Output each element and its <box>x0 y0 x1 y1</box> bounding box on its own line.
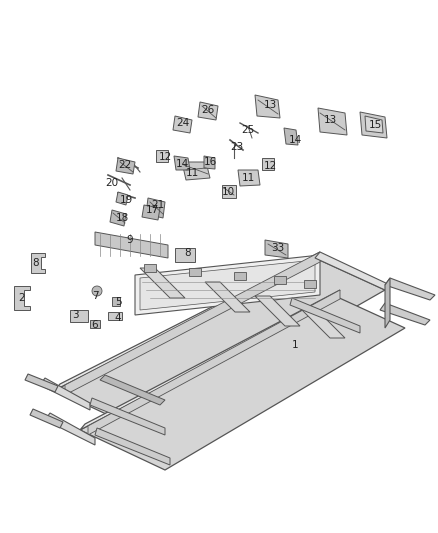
Polygon shape <box>234 272 246 280</box>
Polygon shape <box>110 210 126 226</box>
Polygon shape <box>95 232 168 258</box>
Text: 24: 24 <box>177 118 190 128</box>
Text: 21: 21 <box>152 200 165 210</box>
Text: 23: 23 <box>230 142 244 152</box>
Text: 11: 11 <box>241 173 254 183</box>
Text: 4: 4 <box>115 313 121 323</box>
Polygon shape <box>204 156 215 169</box>
Polygon shape <box>255 95 280 118</box>
Polygon shape <box>304 280 316 288</box>
Polygon shape <box>31 253 45 273</box>
Text: 11: 11 <box>185 168 198 178</box>
Polygon shape <box>140 268 185 298</box>
Polygon shape <box>262 158 274 170</box>
Text: 13: 13 <box>323 115 337 125</box>
Polygon shape <box>55 252 320 390</box>
Text: 8: 8 <box>33 258 39 268</box>
Polygon shape <box>284 128 298 145</box>
Polygon shape <box>116 158 135 174</box>
Text: 22: 22 <box>118 160 132 170</box>
Polygon shape <box>80 296 405 470</box>
Polygon shape <box>365 116 383 133</box>
Polygon shape <box>318 108 347 135</box>
Text: 3: 3 <box>72 310 78 320</box>
Text: 10: 10 <box>222 187 235 197</box>
Text: 6: 6 <box>92 320 98 330</box>
Polygon shape <box>174 156 190 170</box>
Polygon shape <box>70 310 88 322</box>
Polygon shape <box>142 205 160 220</box>
Polygon shape <box>274 276 286 284</box>
Polygon shape <box>90 320 100 328</box>
Text: 20: 20 <box>106 178 119 188</box>
Text: 2: 2 <box>19 293 25 303</box>
Text: 13: 13 <box>263 100 277 110</box>
Text: 18: 18 <box>115 213 129 223</box>
Polygon shape <box>25 374 58 392</box>
Polygon shape <box>290 298 360 333</box>
Text: 25: 25 <box>241 125 254 135</box>
Polygon shape <box>198 102 218 120</box>
Polygon shape <box>45 413 95 445</box>
Text: 19: 19 <box>120 195 133 205</box>
Text: 12: 12 <box>263 161 277 171</box>
Polygon shape <box>380 303 430 325</box>
Polygon shape <box>65 252 320 395</box>
Polygon shape <box>116 192 128 205</box>
Text: 1: 1 <box>292 340 298 350</box>
Polygon shape <box>90 398 165 435</box>
Text: 14: 14 <box>175 159 189 169</box>
Polygon shape <box>100 375 165 405</box>
Polygon shape <box>156 150 168 162</box>
Polygon shape <box>144 264 156 272</box>
Polygon shape <box>385 278 435 300</box>
Polygon shape <box>146 198 165 218</box>
Polygon shape <box>265 240 288 258</box>
Circle shape <box>92 286 102 296</box>
Text: 8: 8 <box>185 248 191 258</box>
Text: 7: 7 <box>92 291 98 301</box>
Polygon shape <box>175 248 195 262</box>
Polygon shape <box>135 255 320 315</box>
Polygon shape <box>255 296 300 326</box>
Text: 15: 15 <box>368 120 381 130</box>
Polygon shape <box>40 378 90 410</box>
Polygon shape <box>189 268 201 276</box>
Polygon shape <box>173 116 192 133</box>
Text: 17: 17 <box>145 205 159 215</box>
Text: 33: 33 <box>272 243 285 253</box>
Polygon shape <box>80 290 340 430</box>
Polygon shape <box>88 290 340 435</box>
Text: 12: 12 <box>159 152 172 162</box>
Text: 9: 9 <box>127 235 133 245</box>
Polygon shape <box>95 428 170 465</box>
Polygon shape <box>108 312 122 320</box>
Polygon shape <box>315 252 390 290</box>
Polygon shape <box>205 282 250 312</box>
Text: 5: 5 <box>115 297 121 307</box>
Polygon shape <box>30 409 63 428</box>
Polygon shape <box>182 162 210 180</box>
Polygon shape <box>112 297 120 306</box>
Polygon shape <box>385 278 390 328</box>
Polygon shape <box>300 308 345 338</box>
Text: 26: 26 <box>201 105 215 115</box>
Polygon shape <box>360 112 387 138</box>
Polygon shape <box>222 185 236 198</box>
Polygon shape <box>140 260 315 310</box>
Polygon shape <box>14 286 30 310</box>
Polygon shape <box>238 170 260 186</box>
Text: 16: 16 <box>203 157 217 167</box>
Polygon shape <box>55 258 385 430</box>
Text: 14: 14 <box>288 135 302 145</box>
